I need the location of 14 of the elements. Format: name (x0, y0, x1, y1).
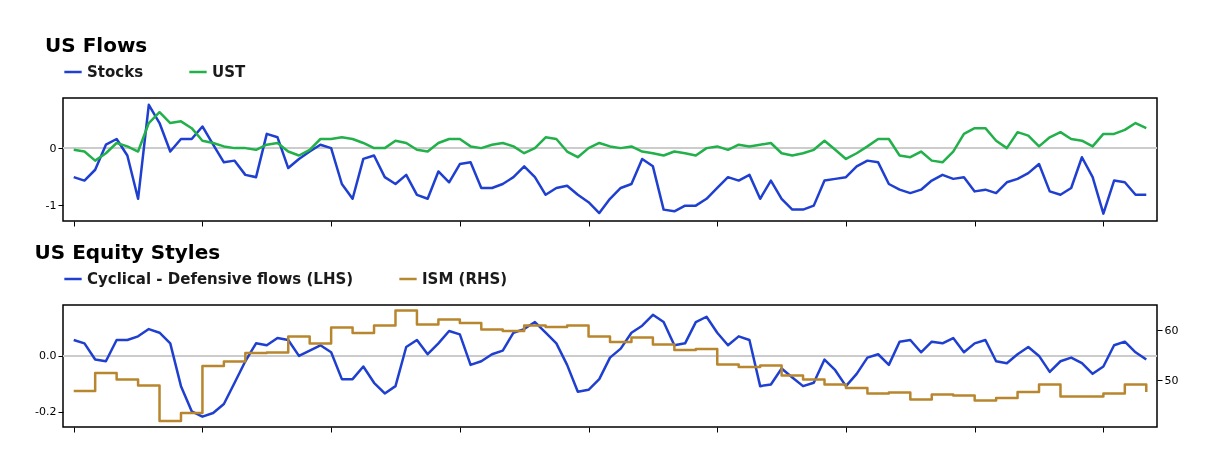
y-tick-label: 0 (49, 141, 57, 155)
legend-label: Stocks (87, 63, 144, 81)
chart-title: US Equity Styles (34, 240, 221, 264)
y-tick-label: -0.2 (35, 405, 57, 419)
legend-label: UST (212, 63, 246, 81)
y-tick-label: -1 (45, 198, 57, 212)
legend-label: ISM (RHS) (422, 270, 508, 288)
y-tick-label: 0.0 (39, 349, 57, 363)
y2-tick-label: 50 (1164, 373, 1179, 387)
chart-title: US Flows (45, 33, 148, 57)
y2-tick-label: 60 (1164, 323, 1179, 337)
line-series (72, 110, 1148, 164)
legend-label: Cyclical - Defensive flows (LHS) (87, 270, 354, 288)
line-series (72, 103, 1148, 215)
